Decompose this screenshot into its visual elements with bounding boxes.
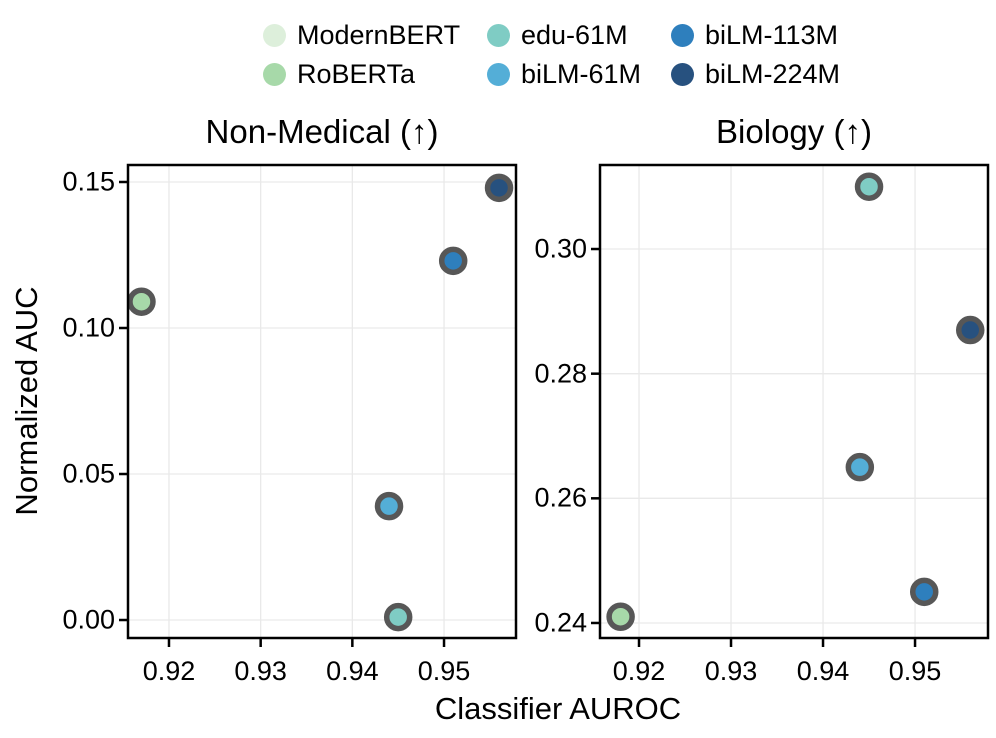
- panel-border: [598, 163, 990, 640]
- x-tick-label: 0.92: [142, 656, 196, 686]
- legend-item-modernbert: ModernBERT: [263, 20, 460, 50]
- scatter-panel-biology: [591, 163, 990, 647]
- scatter-panel-non-medical: [119, 163, 518, 647]
- data-point-roberta: [127, 287, 156, 316]
- panel-title-biology: Biology (↑): [716, 113, 872, 150]
- legend-label-modernbert: ModernBERT: [297, 20, 461, 50]
- x-tick-label: 0.95: [888, 656, 942, 686]
- y-tick-label: 0.30: [534, 233, 587, 264]
- data-point-bilm-61m: [845, 452, 875, 482]
- y-axis-label: Normalized AUC: [9, 286, 44, 516]
- legend-item-bilm-113m: biLM-113M: [671, 20, 838, 50]
- legend-marker-bilm-224m: [671, 62, 694, 86]
- panel-title-non-medical: Non-Medical (↑): [205, 113, 439, 150]
- data-point-bilm-224m: [484, 173, 514, 203]
- x-tick-label: 0.92: [612, 656, 666, 686]
- x-tick-label: 0.93: [704, 656, 758, 686]
- legend-item-edu-61m: edu-61M: [487, 20, 628, 50]
- x-axis-label: Classifier AUROC: [434, 691, 682, 726]
- y-tick-label: 0.24: [534, 607, 587, 638]
- x-tick-label: 0.94: [796, 656, 850, 686]
- legend-label-edu-61m: edu-61M: [521, 20, 628, 50]
- legend-marker-edu-61m: [487, 23, 510, 47]
- legend-label-bilm-113m: biLM-113M: [705, 20, 839, 50]
- legend-label-bilm-61m: biLM-61M: [521, 59, 642, 89]
- legend-marker-modernbert: [263, 23, 286, 47]
- x-tick-label: 0.93: [234, 656, 287, 686]
- legend-marker-bilm-113m: [671, 23, 694, 47]
- legend-label-bilm-224m: biLM-224M: [705, 59, 841, 89]
- legend-marker-roberta: [263, 62, 286, 86]
- data-point-edu-61m: [854, 172, 884, 201]
- legend-marker-bilm-61m: [487, 62, 510, 86]
- y-tick-label: 0.10: [62, 312, 115, 343]
- data-point-bilm-224m: [955, 315, 985, 345]
- legend-item-bilm-61m: biLM-61M: [487, 59, 641, 89]
- y-tick-label: 0.26: [534, 482, 587, 513]
- x-tick-label: 0.94: [326, 656, 379, 686]
- data-point-bilm-61m: [374, 491, 404, 521]
- y-tick-label: 0.00: [62, 604, 115, 635]
- data-point-edu-61m: [383, 602, 413, 632]
- legend-item-bilm-224m: biLM-224M: [671, 59, 840, 89]
- x-tick-label: 0.95: [417, 656, 471, 686]
- panel-border: [126, 163, 518, 640]
- legend-label-roberta: RoBERTa: [297, 59, 416, 89]
- data-point-bilm-113m: [438, 246, 468, 276]
- data-point-roberta: [606, 602, 635, 631]
- data-point-bilm-113m: [909, 577, 939, 607]
- legend-item-roberta: RoBERTa: [263, 59, 415, 89]
- y-tick-label: 0.15: [62, 166, 115, 197]
- y-tick-label: 0.05: [62, 458, 115, 489]
- y-tick-label: 0.28: [534, 358, 587, 389]
